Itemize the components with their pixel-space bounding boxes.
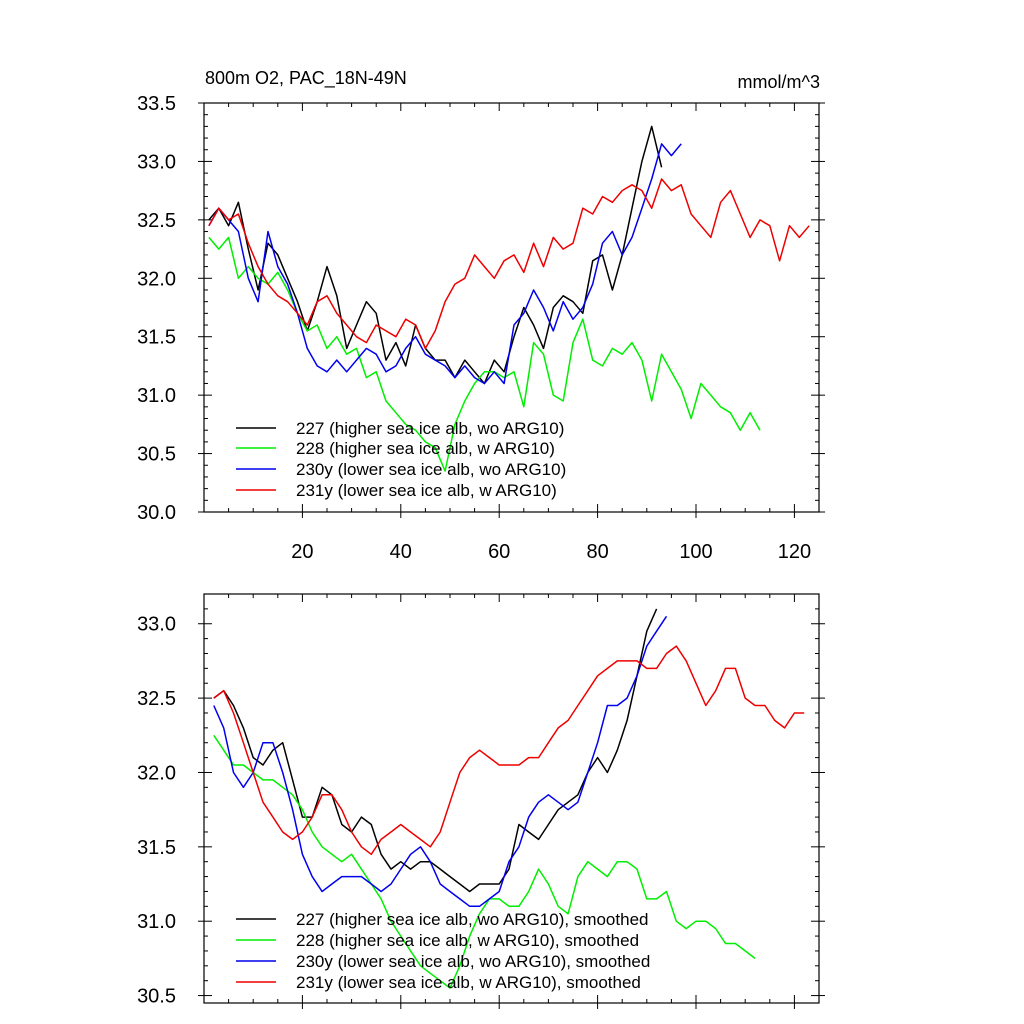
series-line-2 — [208, 143, 682, 385]
legend-label-228-smoothed: 228 (higher sea ice alb, w ARG10), smoot… — [296, 931, 639, 950]
legend-label-228: 228 (higher sea ice alb, w ARG10) — [296, 439, 555, 458]
legend-label-230y: 230y (lower sea ice alb, wo ARG10) — [296, 460, 566, 479]
x-tick-label: 80 — [586, 541, 608, 563]
x-tick-label: 40 — [390, 541, 412, 563]
legend-label-230y-smoothed: 230y (lower sea ice alb, wo ARG10), smoo… — [296, 952, 650, 971]
y-tick-label: 32.5 — [137, 210, 176, 232]
legend-label-231y: 231y (lower sea ice alb, w ARG10) — [296, 481, 557, 500]
series-line-2 — [213, 615, 668, 908]
series-line-0 — [208, 125, 663, 385]
bottom-panel: 30.5 31.0 31.5 32.0 32.5 33.0 227 (higher sea… — [137, 593, 825, 1009]
y-tick-label: 31.5 — [137, 327, 176, 349]
y-tick-label: 31.0 — [137, 911, 176, 933]
x-tick-label: 120 — [778, 541, 811, 563]
x-tick-label: 100 — [679, 541, 712, 563]
legend-label-227: 227 (higher sea ice alb, wo ARG10) — [296, 419, 564, 438]
y-tick-label: 30.5 — [137, 444, 176, 466]
series-line-1 — [213, 734, 756, 989]
y-tick-label: 31.0 — [137, 385, 176, 407]
series-line-1 — [208, 236, 761, 472]
y-tick-label: 31.5 — [137, 837, 176, 859]
y-tick-label: 32.0 — [137, 268, 176, 290]
y-tick-label: 33.0 — [137, 614, 176, 636]
series-line-3 — [208, 178, 810, 350]
plot-frame — [203, 102, 820, 513]
y-tick-label: 32.5 — [137, 688, 176, 710]
top-panel: 800m O2, PAC_18N-49N mmol/m^3 20 40 60 80 10… — [137, 68, 825, 563]
x-tick-label: 60 — [488, 541, 510, 563]
x-tick-label: 20 — [291, 541, 313, 563]
legend: 227 (higher sea ice alb, wo ARG10) 228 (… — [236, 419, 566, 500]
legend-label-227-smoothed: 227 (higher sea ice alb, wo ARG10), smoo… — [296, 910, 648, 929]
legend-label-231y-smoothed: 231y (lower sea ice alb, w ARG10), smoot… — [296, 973, 641, 992]
y-tick-label: 33.5 — [137, 93, 176, 115]
chart-title: 800m O2, PAC_18N-49N — [205, 68, 407, 89]
y-tick-label: 30.5 — [137, 986, 176, 1008]
legend: 227 (higher sea ice alb, wo ARG10), smoo… — [236, 910, 650, 992]
y-tick-label: 30.0 — [137, 502, 176, 524]
units-label: mmol/m^3 — [738, 72, 820, 92]
y-tick-label: 32.0 — [137, 762, 176, 784]
plot-frame — [203, 593, 820, 1004]
series-line-3 — [213, 645, 805, 856]
y-tick-label: 33.0 — [137, 151, 176, 173]
series-line-0 — [213, 608, 658, 893]
